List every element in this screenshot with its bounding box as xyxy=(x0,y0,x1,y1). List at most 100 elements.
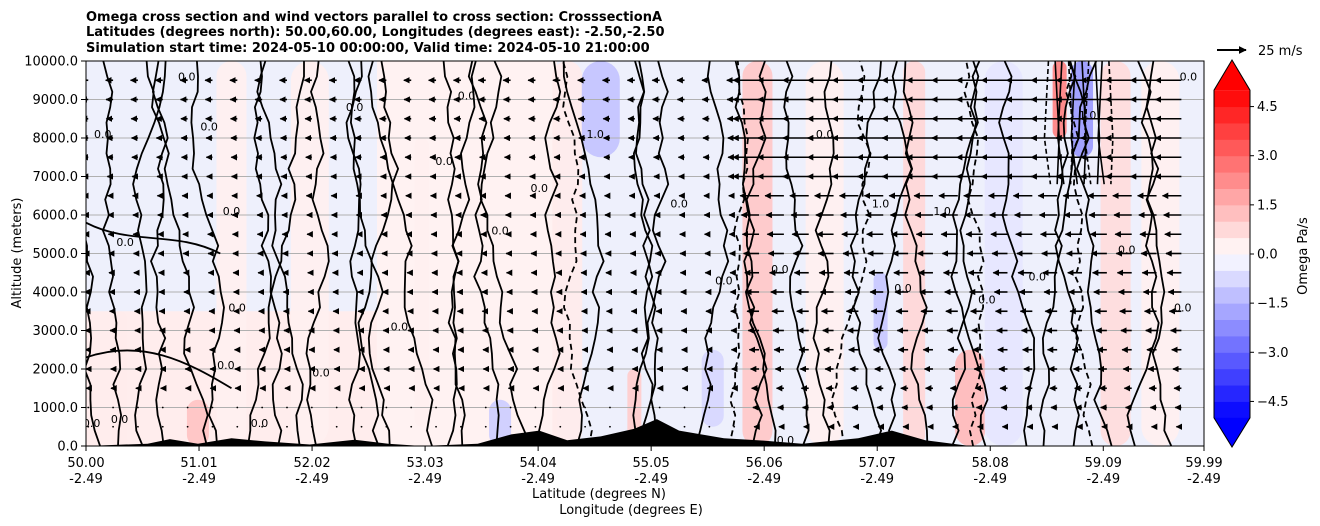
colorbar-segment xyxy=(1214,352,1250,370)
wind-vector xyxy=(609,406,611,409)
contour-line xyxy=(347,61,380,446)
y-axis-label: Altitude (meters) xyxy=(10,198,25,309)
x-tick-label-longitude: -2.49 xyxy=(69,472,103,487)
wind-vector xyxy=(559,406,562,409)
x-tick-label-latitude: 59.09 xyxy=(1085,456,1122,471)
wind-vector xyxy=(609,425,611,428)
omega-region xyxy=(414,138,429,427)
contour-line xyxy=(1067,61,1074,185)
contour-line xyxy=(150,61,169,446)
wind-vector xyxy=(385,406,388,409)
colorbar-segment xyxy=(1214,254,1250,271)
contour-label: 0.0 xyxy=(217,359,235,372)
wind-vector xyxy=(161,406,164,409)
wind-vector xyxy=(708,406,711,409)
contour-label: 0.0 xyxy=(111,413,129,426)
x-tick-label-longitude: -2.49 xyxy=(860,472,894,487)
contour-line xyxy=(538,61,562,446)
x-tick-label-longitude: -2.49 xyxy=(408,472,442,487)
contour-line xyxy=(1140,61,1173,446)
wind-vector xyxy=(87,425,90,428)
contour-line xyxy=(345,61,363,446)
contour-line xyxy=(86,349,232,390)
contour-line xyxy=(632,61,659,446)
contour-label: 0.0 xyxy=(94,128,112,141)
wind-vector xyxy=(633,406,636,409)
x-axis-label-latitude: Latitude (degrees N) xyxy=(532,487,666,502)
contour-label: 0.0 xyxy=(228,301,246,314)
colorbar-segment xyxy=(1214,221,1250,239)
y-tick-label: 0.0 xyxy=(57,440,78,455)
contour-label: 0.0 xyxy=(670,197,688,210)
wind-vector xyxy=(335,425,338,428)
colorbar-segment xyxy=(1214,139,1250,157)
colorbar-segment xyxy=(1214,368,1250,386)
contour-label: 0.0 xyxy=(530,182,548,195)
contour-label: 0.0 xyxy=(435,155,453,168)
colorbar-outline xyxy=(1213,59,1251,448)
colorbar-segment xyxy=(1214,319,1250,337)
contour-label: 0.0 xyxy=(1118,244,1136,257)
colorbar-extend-max xyxy=(1214,60,1250,91)
wind-vector xyxy=(484,425,487,428)
contour-line xyxy=(253,61,283,446)
x-tick-label-longitude: -2.49 xyxy=(1187,472,1221,487)
x-tick-label-longitude: -2.49 xyxy=(634,472,668,487)
y-axis: 0.0 1000.0 2000.0 3000.0 4000.0 5000.0 6000.0 7… xyxy=(24,55,86,455)
colorbar-segment xyxy=(1214,286,1250,304)
contour-line xyxy=(562,61,593,446)
contour-label: 0.0 xyxy=(223,205,241,218)
colorbar-tick-label: −3.0 xyxy=(1257,346,1289,361)
contour-line xyxy=(1039,61,1077,446)
contour-line xyxy=(479,61,532,446)
y-tick-label: 10000.0 xyxy=(24,55,78,70)
wind-vector xyxy=(161,425,164,428)
contour-line xyxy=(1083,61,1092,185)
colorbar-tick-label: 0.0 xyxy=(1257,248,1278,263)
wind-vector xyxy=(360,406,363,409)
contour-line xyxy=(1054,61,1098,446)
contour-label: 0.0 xyxy=(83,417,101,430)
y-tick-label: 5000.0 xyxy=(33,247,79,262)
contour-label: 0.0 xyxy=(458,90,476,103)
omega-region xyxy=(701,349,724,427)
colorbar-segment xyxy=(1214,303,1250,321)
contour-label: 0.0 xyxy=(1174,301,1192,314)
colorbar-segment xyxy=(1214,335,1250,353)
y-tick-label: 1000.0 xyxy=(33,401,79,416)
wind-vector xyxy=(584,406,587,409)
contour-label: 0.0 xyxy=(178,70,196,83)
wind-vector xyxy=(435,406,437,409)
y-tick-label: 6000.0 xyxy=(33,209,79,224)
contour-line xyxy=(256,61,304,446)
wind-vector xyxy=(310,425,313,428)
wind-vector xyxy=(534,425,537,428)
y-tick-label: 3000.0 xyxy=(33,324,79,339)
wind-vector xyxy=(708,425,711,428)
contour-label: 0.0 xyxy=(894,282,912,295)
wind-vector xyxy=(261,425,264,428)
contour-label: 0.0 xyxy=(1029,270,1047,283)
wind-vector xyxy=(509,425,512,428)
wind-vector xyxy=(112,406,114,409)
omega-region xyxy=(112,311,127,446)
wind-vector xyxy=(137,406,139,409)
colorbar-segment xyxy=(1214,237,1250,255)
x-tick-label-latitude: 59.99 xyxy=(1185,456,1222,471)
contour-line xyxy=(951,61,980,446)
wind-vector xyxy=(460,425,462,428)
contour-line xyxy=(830,61,872,446)
y-tick-label: 9000.0 xyxy=(33,93,79,108)
colorbar: 4.5 3.0 1.5 0.0 −1.5 −3.0 −4.5 xyxy=(1213,59,1289,448)
contour-label: 0.0 xyxy=(715,274,733,287)
y-tick-label: 7000.0 xyxy=(33,170,79,185)
wind-vector xyxy=(733,425,736,428)
contour-line xyxy=(86,221,221,255)
wind-vector xyxy=(286,425,288,428)
contour-label: 1.0 xyxy=(1079,109,1097,122)
wind-vector xyxy=(112,425,114,428)
wind-vector xyxy=(683,425,686,428)
wind-vector xyxy=(137,425,139,428)
wind-vector xyxy=(236,425,239,428)
wind-vector xyxy=(658,406,661,409)
